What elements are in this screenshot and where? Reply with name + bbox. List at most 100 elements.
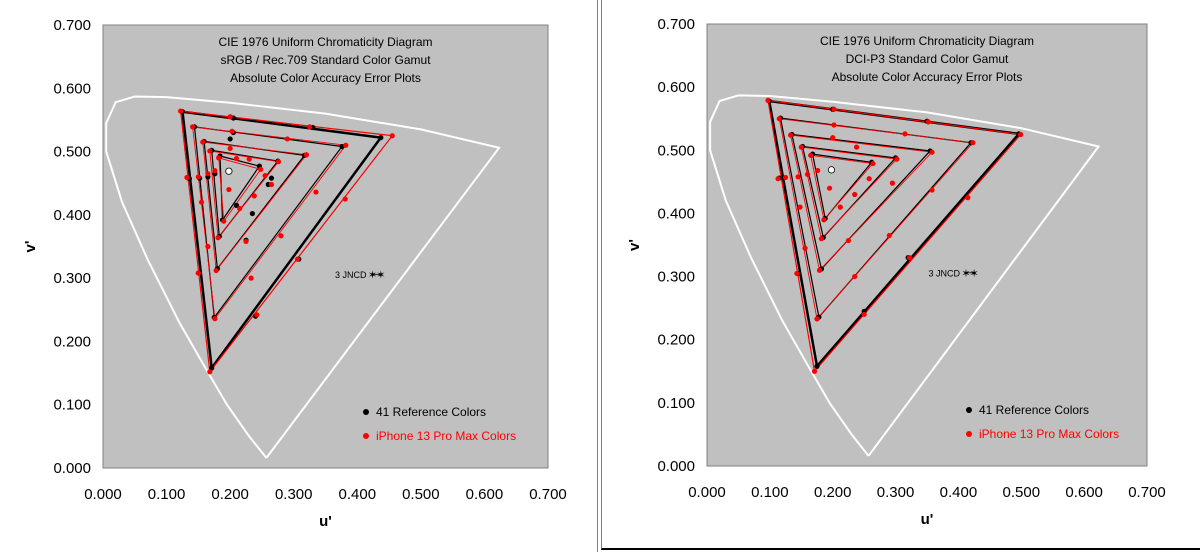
measured-point <box>215 235 221 241</box>
jncd-marker: ✶ <box>970 268 979 280</box>
measured-point <box>765 97 771 104</box>
measured-point <box>284 136 290 142</box>
measured-point <box>894 156 900 162</box>
measured-point <box>251 193 257 199</box>
y-tick-label: 0.700 <box>657 16 695 33</box>
y-tick-label: 0.600 <box>657 79 695 96</box>
y-tick-label: 0.600 <box>53 80 91 97</box>
measured-point <box>902 131 908 137</box>
measured-point <box>970 140 976 146</box>
jncd-marker: ✶ <box>961 268 970 280</box>
measured-point <box>303 152 310 158</box>
chart-title-line: Absolute Color Accuracy Error Plots <box>832 70 1023 84</box>
measured-point <box>788 132 794 138</box>
measured-point <box>307 124 313 130</box>
reference-triangle <box>181 110 384 372</box>
x-tick-label: 0.600 <box>466 486 504 503</box>
x-axis-label: u' <box>921 511 934 528</box>
x-tick-label: 0.600 <box>1065 484 1103 501</box>
measured-point <box>262 173 268 179</box>
legend-marker-measured <box>966 431 972 437</box>
chart-panel-dcip3: CIE 1976 Uniform Chromaticity Diagram DCI… <box>601 0 1200 550</box>
x-tick-label: 0.700 <box>1128 484 1166 501</box>
measured-point <box>866 176 872 182</box>
measured-point <box>195 174 201 180</box>
measured-point <box>212 316 218 322</box>
chart-title-line: Absolute Color Accuracy Error Plots <box>230 71 421 85</box>
y-tick-label: 0.100 <box>53 397 91 414</box>
measured-point <box>1018 131 1024 138</box>
measured-point <box>776 116 782 122</box>
measured-point <box>248 275 254 281</box>
reference-point <box>378 135 384 141</box>
measured-point <box>227 114 233 120</box>
measured-point <box>221 218 227 224</box>
legend-marker-measured <box>363 433 369 439</box>
measured-point <box>226 186 232 193</box>
measured-point <box>831 122 837 128</box>
chart-title-line: CIE 1976 Uniform Chromaticity Diagram <box>218 35 432 49</box>
measured-point <box>814 316 820 322</box>
reference-triangle <box>811 153 873 220</box>
reference-point <box>268 175 275 181</box>
measured-point <box>254 312 260 318</box>
measured-point <box>275 159 282 165</box>
measured-point <box>929 149 935 155</box>
reference-point <box>249 210 255 217</box>
measured-point <box>811 368 818 374</box>
measured-triangle <box>192 126 347 320</box>
measured-point <box>227 145 233 152</box>
legend-label-reference: 41 Reference Colors <box>979 403 1089 417</box>
measured-point <box>906 255 912 261</box>
y-axis-label: v' <box>626 239 643 251</box>
measured-point <box>246 156 252 162</box>
measured-point <box>775 176 781 182</box>
x-axis-label: u' <box>319 513 332 530</box>
measured-point <box>268 181 275 188</box>
measured-point <box>925 119 931 125</box>
x-tick-label: 0.300 <box>877 484 915 501</box>
measured-point <box>200 139 206 145</box>
measured-point <box>184 174 190 181</box>
y-tick-label: 0.700 <box>53 17 91 34</box>
measured-point <box>313 189 319 195</box>
measured-point <box>886 232 892 239</box>
measured-point <box>889 180 896 186</box>
y-tick-label: 0.000 <box>53 460 91 477</box>
measured-point <box>831 106 837 112</box>
measured-point <box>213 267 219 274</box>
reference-point <box>227 136 233 142</box>
spectral-locus <box>105 95 501 459</box>
measured-triangle <box>810 154 874 221</box>
jncd-marker: ✶ <box>376 269 385 281</box>
measured-point <box>177 108 184 114</box>
measured-point <box>804 171 811 177</box>
chart-dcip3: CIE 1976 Uniform Chromaticity Diagram DCI… <box>626 16 1166 528</box>
x-tick-label: 0.000 <box>84 486 122 503</box>
measured-point <box>243 238 249 245</box>
measured-point <box>258 166 264 172</box>
legend-marker-reference <box>966 407 972 413</box>
jncd-label: 3 JNCD <box>335 270 367 280</box>
measured-point <box>845 237 852 244</box>
measured-point <box>837 204 843 210</box>
measured-point <box>798 144 804 150</box>
y-axis-label: v' <box>22 241 39 253</box>
measured-point <box>198 199 205 205</box>
y-tick-label: 0.300 <box>53 270 91 287</box>
measured-point <box>782 174 789 181</box>
measured-triangle <box>209 150 280 239</box>
x-tick-label: 0.100 <box>148 486 186 503</box>
x-tick-label: 0.300 <box>275 486 313 503</box>
measured-point <box>190 124 196 130</box>
measured-point <box>216 155 222 161</box>
measured-triangle <box>800 146 898 240</box>
measured-point <box>821 217 827 223</box>
measured-point <box>852 191 858 198</box>
measured-point <box>205 243 211 250</box>
y-tick-label: 0.500 <box>657 142 695 159</box>
measured-point <box>794 270 800 277</box>
x-tick-label: 0.400 <box>339 486 377 503</box>
x-tick-label: 0.700 <box>529 486 567 503</box>
plot-area <box>102 24 549 469</box>
